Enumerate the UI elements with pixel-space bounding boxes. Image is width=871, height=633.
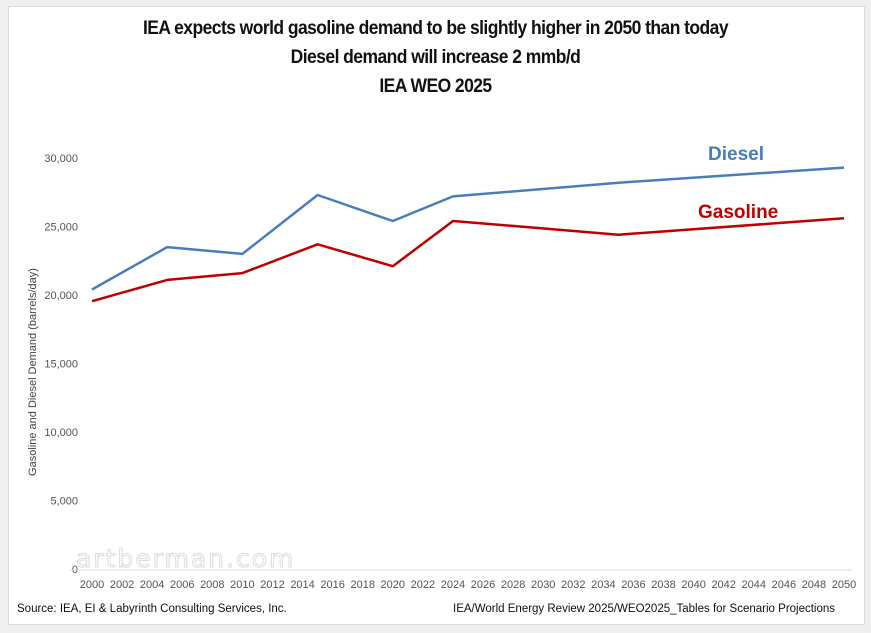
y-tick-label: 30,000 [44,153,78,165]
x-tick-label: 2036 [621,579,645,591]
y-axis-label: Gasoline and Diesel Demand (barrels/day) [27,268,39,476]
y-tick-label: 15,000 [44,359,78,371]
x-tick-label: 2042 [711,579,735,591]
x-tick-label: 2050 [832,579,856,591]
x-tick-label: 2048 [802,579,826,591]
x-tick-label: 2020 [381,579,405,591]
x-tick-label: 2024 [441,579,465,591]
x-tick-label: 2034 [591,579,615,591]
x-tick-label: 2002 [110,579,134,591]
chart-title-line-3: IEA WEO 2025 [379,76,492,97]
series-label-gasoline: Gasoline [698,202,778,223]
x-tick-label: 2014 [290,579,314,591]
x-tick-label: 2000 [80,579,104,591]
y-tick-label: 20,000 [44,290,78,302]
x-tick-label: 2022 [411,579,435,591]
x-tick-label: 2012 [260,579,284,591]
source-note: Source: IEA, EI & Labyrinth Consulting S… [17,603,287,615]
y-tick-label: 10,000 [44,427,78,439]
chart-title-line-2: Diesel demand will increase 2 mmb/d [290,47,581,68]
x-tick-label: 2032 [561,579,585,591]
x-tick-label: 2044 [742,579,766,591]
x-tick-label: 2006 [170,579,194,591]
x-axis-ticks: 2000 2002 2004 2006 2008 2010 2012 2014 2016 2018… [80,579,856,591]
x-tick-label: 2016 [320,579,344,591]
x-tick-label: 2028 [501,579,525,591]
y-tick-label: 5,000 [50,496,78,508]
x-tick-label: 2026 [471,579,495,591]
chart-panel [8,6,865,625]
x-tick-label: 2030 [531,579,555,591]
reference-note: IEA/World Energy Review 2025/WEO2025_Tab… [453,603,836,615]
series-label-diesel: Diesel [708,144,764,165]
y-tick-label: 25,000 [44,222,78,234]
x-tick-label: 2010 [230,579,254,591]
x-tick-label: 2038 [651,579,675,591]
series-line-gasoline [91,217,845,303]
series-group [91,166,845,303]
x-tick-label: 2008 [200,579,224,591]
x-tick-label: 2018 [350,579,374,591]
series-line-diesel [91,166,845,291]
watermark: artberman.com [76,544,295,573]
x-tick-label: 2046 [772,579,796,591]
x-tick-label: 2040 [681,579,705,591]
chart-title-line-1: IEA expects world gasoline demand to be … [142,18,729,39]
x-tick-label: 2004 [140,579,164,591]
